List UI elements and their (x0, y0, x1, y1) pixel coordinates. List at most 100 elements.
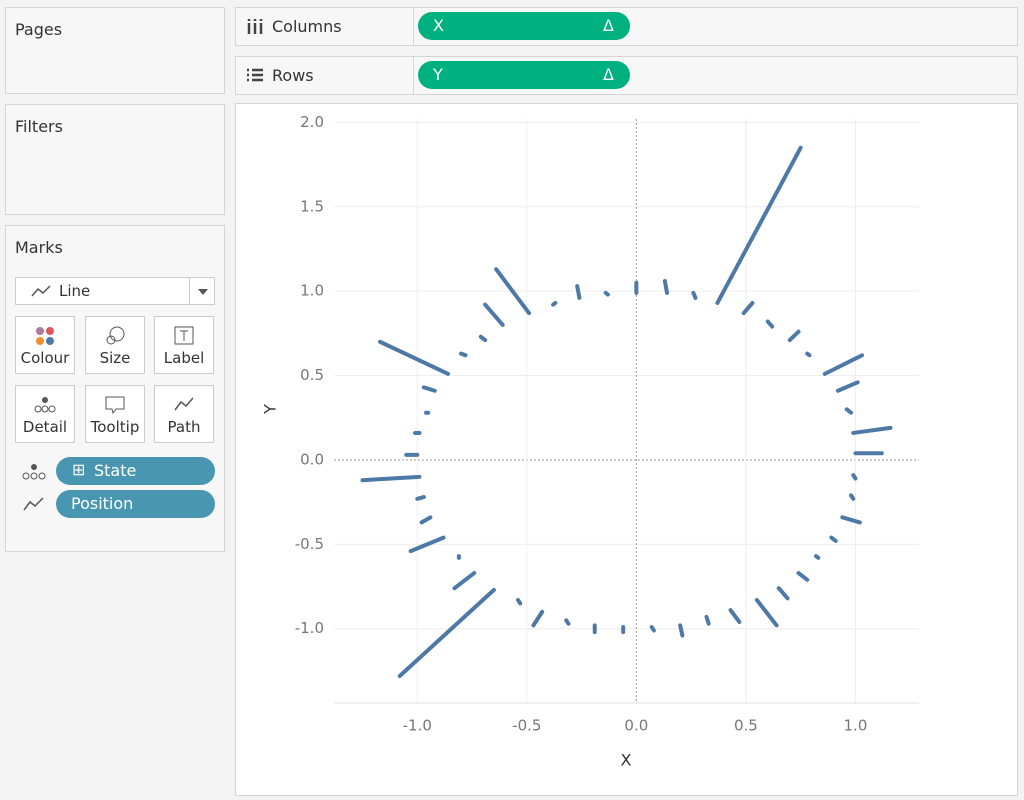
button-label: Tooltip (90, 418, 140, 436)
mark-type: Line (59, 282, 91, 300)
x-tick-label: -0.5 (512, 717, 541, 735)
line-segment (814, 554, 821, 560)
line-segment (531, 609, 545, 628)
line-segment (564, 618, 571, 626)
line-segment (494, 267, 531, 316)
y-tick-label: -1.0 (295, 619, 324, 637)
line-segment (849, 493, 856, 501)
line-segment (459, 351, 468, 358)
line-segment (851, 473, 858, 481)
field-name: State (94, 461, 137, 480)
line-segment (478, 334, 488, 343)
line-segment (419, 515, 433, 525)
x-tick-label: 0.0 (624, 717, 648, 735)
path-icon (23, 497, 44, 511)
line-segment (787, 329, 801, 343)
line-segment (835, 380, 860, 393)
shelf-label: Rows (272, 66, 314, 85)
line-segment (765, 319, 775, 329)
icon (174, 397, 194, 411)
line-segment (360, 474, 422, 483)
icon (34, 397, 56, 413)
icon (105, 396, 125, 415)
line-segment (408, 535, 446, 554)
field-name: Position (71, 494, 134, 513)
button-label: Colour (20, 349, 70, 367)
icon (174, 326, 194, 345)
line-segment (516, 598, 523, 606)
icon (106, 326, 125, 345)
marks-card: Marks Line Colour Size Label Detail Tool… (5, 225, 225, 552)
filters-card: Filters (5, 104, 225, 215)
shelf-pill[interactable]: Y Δ (418, 61, 630, 89)
button-label: Path (167, 418, 201, 436)
card-title: Pages (15, 20, 63, 39)
line-segment (575, 284, 582, 300)
y-tick-label: 1.5 (300, 197, 324, 215)
shelf-pill[interactable]: X Δ (418, 12, 630, 40)
x-tick-label: -1.0 (403, 717, 432, 735)
line-segment (483, 302, 505, 327)
line-segment (715, 145, 803, 305)
line-segment (603, 290, 610, 297)
divider (413, 57, 414, 94)
line-segment (397, 587, 496, 678)
divider (413, 8, 414, 45)
line-segment (840, 515, 862, 525)
rows-shelf: Rows Y Δ (235, 56, 1018, 95)
x-axis-title: X (621, 751, 632, 770)
line-icon (31, 285, 51, 297)
y-tick-label: -0.5 (295, 535, 324, 553)
line-segment (649, 625, 656, 633)
line-segment (678, 623, 685, 638)
line-segment (796, 571, 810, 582)
card-title: Filters (15, 117, 63, 136)
mark-type-dropdown[interactable]: Line (15, 277, 215, 305)
x-tick-label: 0.5 (734, 717, 758, 735)
pages-card: Pages (5, 7, 225, 94)
label-button[interactable]: Label (154, 316, 214, 374)
tooltip-button[interactable]: Tooltip (85, 385, 145, 443)
button-label: Size (99, 349, 131, 367)
field-icon: ⊞ (72, 460, 86, 479)
button-label: Detail (22, 418, 68, 436)
line-segment (378, 339, 450, 376)
size-button[interactable]: Size (85, 316, 145, 374)
line-segment (754, 598, 779, 628)
divider (189, 278, 190, 304)
line-segment (829, 535, 838, 543)
line-segment (776, 586, 790, 601)
detail-button[interactable]: Detail (15, 385, 75, 443)
y-tick-label: 2.0 (300, 113, 324, 131)
line-segment (662, 279, 670, 295)
pill-icon: Δ (603, 16, 614, 35)
line-segment (851, 425, 893, 435)
colour-button[interactable]: Colour (15, 316, 75, 374)
pill-field: Y (433, 65, 443, 84)
pill-field: X (433, 16, 444, 35)
dropdown-arrow (198, 289, 208, 295)
y-axis-title: Y (261, 404, 280, 415)
line-segment (741, 300, 755, 316)
path-button[interactable]: Path (154, 385, 214, 443)
field-pill[interactable]: ⊞ State (56, 457, 215, 485)
button-label: Label (163, 349, 205, 367)
shelf-label: Columns (272, 17, 342, 36)
line-segment (415, 495, 426, 501)
y-tick-label: 1.0 (300, 282, 324, 300)
icon (36, 327, 54, 345)
rows-icon (247, 68, 263, 82)
field-pill[interactable]: Position (56, 490, 215, 518)
columns-icon (247, 19, 263, 34)
line-segment (728, 608, 742, 624)
card-title: Marks (15, 238, 63, 257)
columns-shelf: Columns X Δ (235, 7, 1018, 46)
chart: X Y -1.0 -0.5 0.0 0.5 1.0 1.5 2.0 -1.0 -0.5 0.0 0.… (235, 103, 1018, 796)
line-segment (805, 351, 812, 358)
pill-icon: Δ (603, 65, 614, 84)
line-segment (691, 290, 698, 300)
y-tick-label: 0.0 (300, 450, 324, 468)
detail-icon (22, 464, 46, 480)
line-segment (704, 614, 711, 626)
